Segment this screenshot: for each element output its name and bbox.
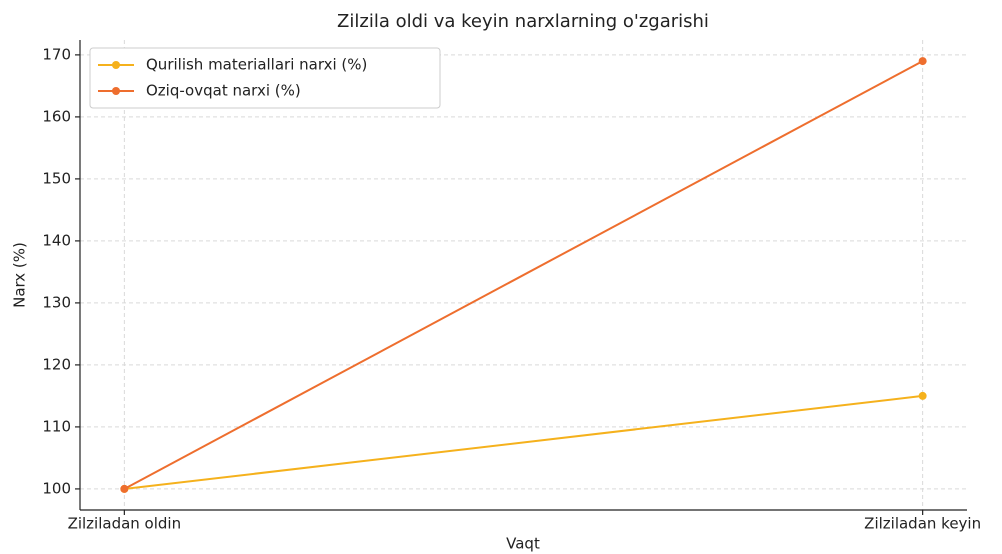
point	[120, 484, 129, 493]
y-tick-label: 140	[42, 231, 71, 249]
x-tick-label: Zilziladan oldin	[68, 515, 182, 533]
point	[918, 391, 927, 400]
y-tick-label: 110	[42, 417, 71, 435]
legend-label: Oziq-ovqat narxi (%)	[146, 82, 301, 100]
legend-box	[89, 47, 441, 109]
y-tick-label: 150	[42, 169, 71, 187]
x-axis-label: Vaqt	[506, 535, 540, 553]
y-tick-label: 160	[42, 107, 71, 125]
legend-label: Qurilish materiallari narxi (%)	[146, 56, 367, 74]
legend-marker	[112, 87, 120, 95]
y-tick-label: 170	[42, 45, 71, 63]
point	[918, 57, 927, 66]
legend-marker	[112, 61, 120, 69]
y-tick-label: 120	[42, 355, 71, 373]
line	[124, 394, 923, 490]
y-tick-label: 130	[42, 293, 71, 311]
chart-title: Zilzila oldi va keyin narxlarning o'zgar…	[337, 11, 709, 32]
line	[123, 60, 924, 490]
x-tick-label: Zilziladan keyin	[864, 515, 981, 533]
y-axis-label: Narx (%)	[11, 242, 29, 308]
y-tick-label: 100	[42, 479, 71, 497]
